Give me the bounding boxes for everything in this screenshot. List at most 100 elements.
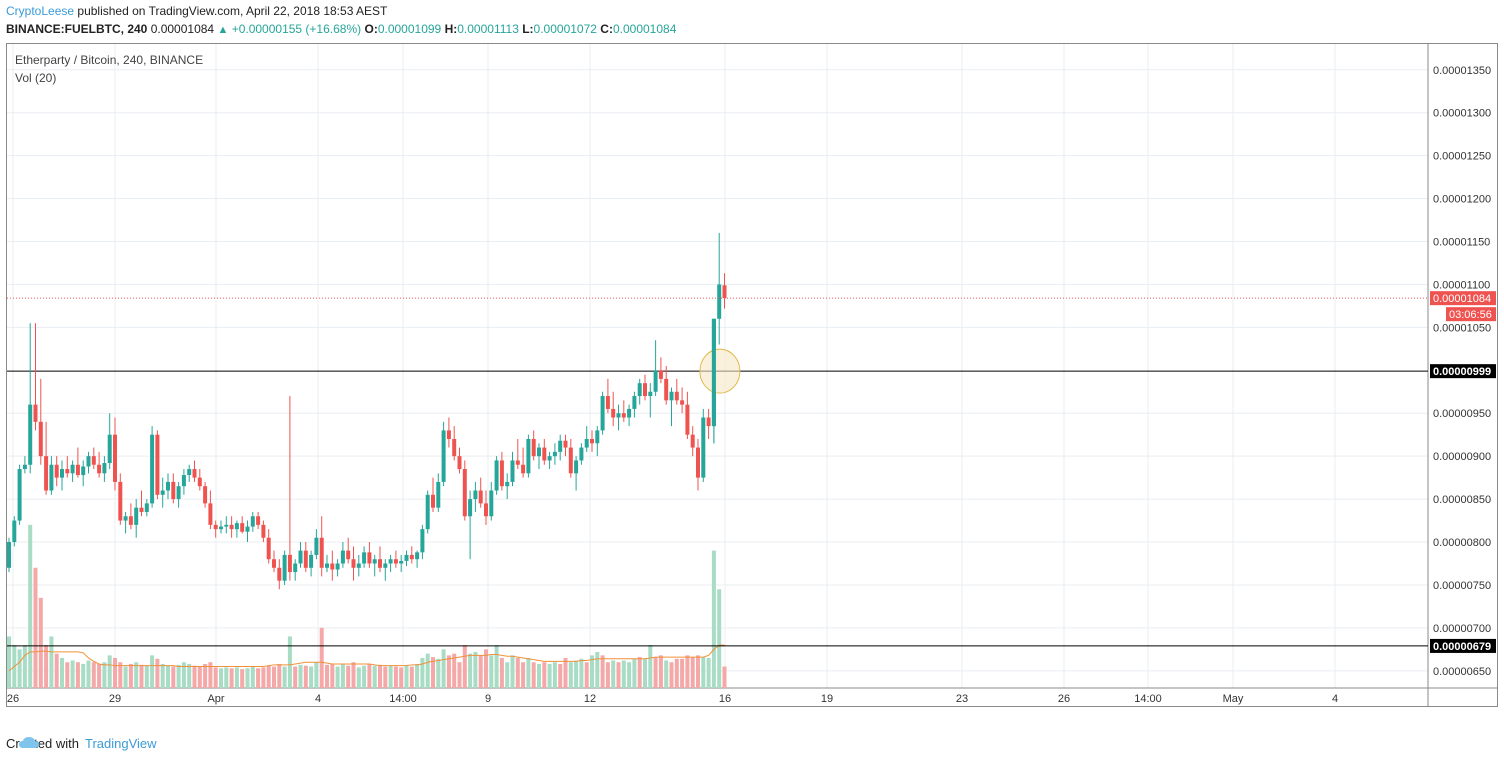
last-price: 0.00001084: [150, 22, 215, 36]
volume-bar: [505, 662, 510, 688]
candle-body: [44, 456, 49, 491]
candle-body: [568, 447, 573, 474]
candle-body: [632, 396, 637, 409]
volume-bar: [425, 653, 430, 688]
volume-bar: [187, 663, 192, 688]
candle-body: [600, 396, 605, 431]
candle-body: [266, 537, 271, 560]
last-price-label: 0.00001084: [1433, 293, 1491, 305]
x-tick-label: 29: [109, 693, 121, 705]
volume-bar: [346, 665, 351, 688]
candle-body: [383, 563, 388, 568]
candle-body: [282, 554, 287, 581]
candle-body: [134, 507, 139, 525]
volume-bar: [722, 666, 727, 688]
candle-body: [563, 440, 568, 448]
candle-body: [547, 456, 552, 461]
volume-bar: [266, 665, 271, 688]
chart-frame[interactable]: 0.00001350 0.00001300 0.00001250 0.00001200…: [6, 43, 1498, 707]
volume-bar: [362, 665, 367, 688]
candle-body: [621, 413, 626, 418]
volume-bar: [102, 662, 107, 688]
volume-bar: [409, 666, 414, 688]
author-link[interactable]: CryptoLeese: [6, 4, 75, 18]
candle-body: [160, 490, 165, 495]
volume-bar: [711, 550, 716, 688]
change-value: +0.00000155 (+16.68%): [231, 22, 362, 36]
volume-bar: [404, 665, 409, 688]
close-value: 0.00001084: [612, 22, 677, 36]
candle-body: [653, 370, 658, 392]
volume-bar: [658, 655, 663, 688]
candle-body: [648, 391, 653, 397]
tradingview-link[interactable]: TradingView: [84, 736, 157, 751]
x-tick-label: 23: [956, 693, 968, 705]
symbol-label: BINANCE:FUELBTC, 240: [6, 22, 148, 36]
candle-body: [473, 490, 478, 500]
volume-bar: [330, 663, 335, 688]
candle-body: [510, 460, 515, 482]
candle-body: [213, 524, 218, 530]
volume-bar: [558, 663, 563, 688]
volume-bar: [319, 627, 324, 688]
x-tick-label: 4: [315, 693, 321, 705]
volume-bar: [627, 662, 632, 688]
candle-body: [81, 466, 86, 476]
volume-bar: [203, 663, 208, 688]
volume-bar: [298, 664, 303, 688]
candle-body: [505, 481, 510, 487]
volume-bar: [128, 663, 133, 688]
volume-bar: [415, 663, 420, 688]
candle-body: [409, 554, 414, 560]
x-tick-label: 19: [821, 693, 833, 705]
candle-body: [388, 559, 393, 564]
volume-bar: [706, 657, 711, 688]
open-label: O:: [364, 22, 378, 36]
volume-bar: [388, 665, 393, 688]
y-tick-label: 0.00000700: [1433, 623, 1491, 635]
price-chart[interactable]: 0.00001350 0.00001300 0.00001250 0.00001200…: [7, 44, 1498, 707]
volume-bar: [150, 655, 155, 688]
candle-body: [176, 486, 181, 500]
x-tick-label: 14:00: [389, 693, 417, 705]
volume-bar: [537, 663, 541, 688]
volume-bar: [282, 666, 287, 688]
y-tick-label: 0.00000800: [1433, 537, 1491, 549]
volume-bar: [499, 657, 504, 688]
candle-body: [91, 456, 96, 465]
candle-body: [346, 550, 351, 560]
volume-bar: [229, 668, 234, 688]
volume-bar: [621, 660, 626, 688]
volume-bar: [44, 645, 49, 688]
breakout-candle-body: [711, 318, 716, 427]
candle-body: [378, 559, 382, 568]
open-value: 0.00001099: [377, 22, 442, 36]
volume-bar: [213, 667, 218, 688]
candle-body: [330, 563, 335, 570]
volume-bar: [256, 668, 261, 688]
volume-bar: [234, 667, 239, 688]
volume-bar: [584, 662, 589, 688]
volume-bar: [473, 651, 478, 688]
volume-bar: [717, 589, 722, 688]
volume-bar: [489, 655, 494, 688]
candle-body: [637, 383, 642, 397]
candle-body: [584, 438, 589, 448]
candle-body: [128, 516, 133, 525]
volume-bar: [134, 662, 139, 688]
volume-bar: [383, 666, 388, 688]
candle-body: [669, 391, 674, 401]
volume-bar: [690, 657, 695, 688]
volume-bar: [139, 664, 144, 688]
volume-bar: [563, 657, 568, 688]
volume-bar: [600, 655, 605, 688]
candle-body: [717, 284, 722, 319]
volume-bar: [219, 668, 223, 688]
candle-body: [150, 434, 155, 504]
candle-body: [468, 499, 473, 517]
volume-bar: [250, 666, 255, 688]
candle-body: [12, 520, 17, 543]
candle-body: [309, 554, 314, 568]
volume-bar: [568, 662, 573, 688]
candle-body: [446, 430, 451, 439]
